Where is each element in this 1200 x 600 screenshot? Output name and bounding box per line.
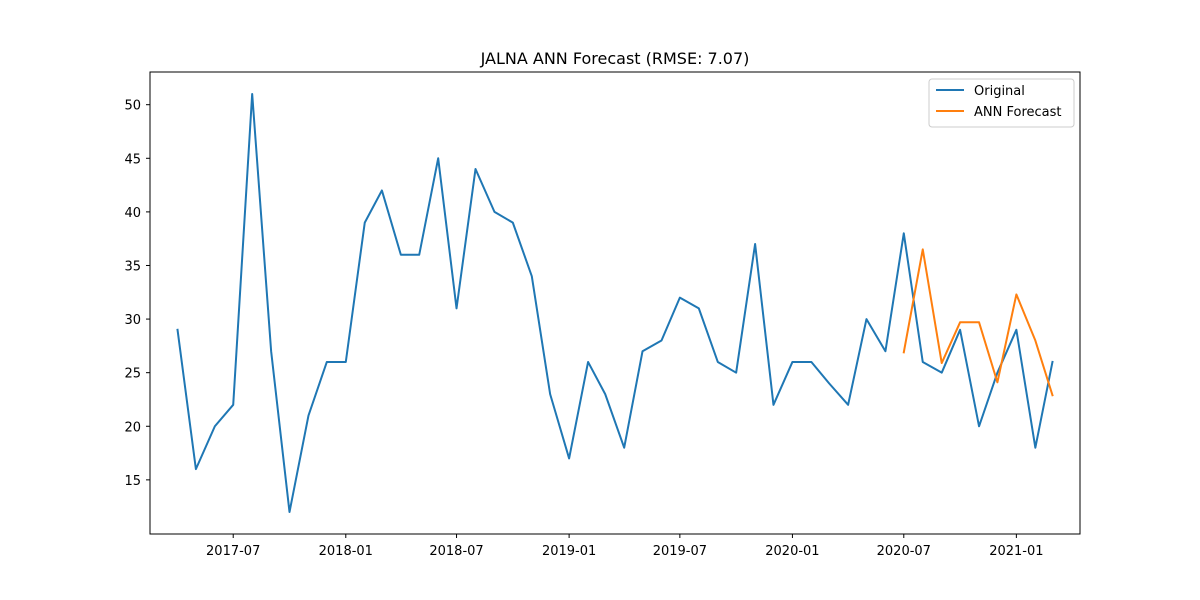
chart-title: JALNA ANN Forecast (RMSE: 7.07) <box>480 49 750 68</box>
y-tick-label: 25 <box>124 367 141 382</box>
y-tick-label: 20 <box>124 420 141 435</box>
y-tick-label: 40 <box>124 206 141 221</box>
legend: Original ANN Forecast <box>928 78 1075 128</box>
y-axis: 15 20 25 30 35 40 45 50 <box>124 99 150 489</box>
x-tick-label: 2019-01 <box>542 544 596 559</box>
x-tick-label: 2018-01 <box>319 544 373 559</box>
x-tick-label: 2018-07 <box>429 544 483 559</box>
x-axis: 2017-07 2018-01 2018-07 2019-01 2019-07 2020-… <box>206 534 1044 559</box>
y-tick-label: 50 <box>124 99 141 114</box>
y-tick-label: 30 <box>124 313 141 328</box>
legend-box <box>928 78 1075 128</box>
y-tick-label: 15 <box>124 474 141 489</box>
series-line-original <box>176 92 1054 514</box>
y-tick-label: 35 <box>124 259 141 274</box>
y-tick-label: 45 <box>124 152 141 167</box>
legend-label-ann-forecast: ANN Forecast <box>974 105 1061 120</box>
legend-label-original: Original <box>974 84 1025 99</box>
series-layer <box>176 92 1054 514</box>
x-tick-label: 2017-07 <box>206 544 260 559</box>
x-tick-label: 2019-07 <box>653 544 707 559</box>
x-tick-label: 2020-01 <box>765 544 819 559</box>
x-tick-label: 2020-07 <box>877 544 931 559</box>
series-line-ann-forecast <box>902 248 1054 397</box>
axes-frame <box>149 71 1081 535</box>
x-tick-label: 2021-01 <box>989 544 1043 559</box>
